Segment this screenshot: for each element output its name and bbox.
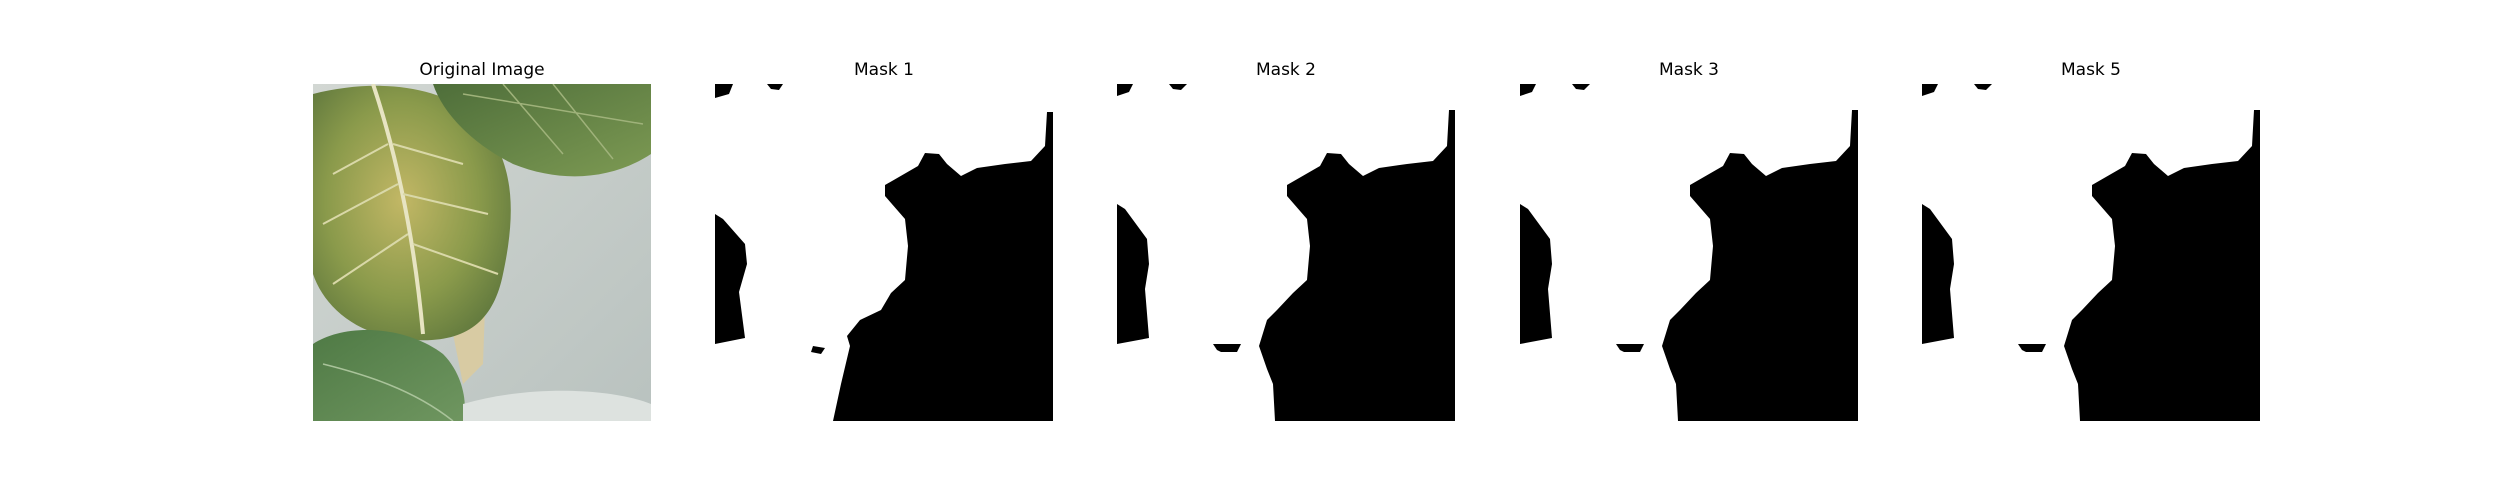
mask-3-title: Mask 3: [1658, 60, 1719, 80]
original-image-title: Original Image: [419, 60, 545, 80]
mask-3-image: [1520, 84, 1858, 421]
mask-1-panel: Mask 1: [715, 56, 1053, 421]
mask-2-panel: Mask 2: [1117, 56, 1455, 421]
mask-5-title: Mask 5: [2060, 60, 2121, 80]
original-image-panel: Original Image: [313, 56, 651, 421]
mask-3-panel: Mask 3: [1520, 56, 1858, 421]
original-image: [313, 84, 651, 421]
mask-2-image: [1117, 84, 1455, 421]
mask-1-image: [715, 84, 1053, 421]
mask-5-image: [1922, 84, 2260, 421]
mask-1-title: Mask 1: [853, 60, 914, 80]
mask-5-panel: Mask 5: [1922, 56, 2260, 421]
mask-2-title: Mask 2: [1255, 60, 1316, 80]
